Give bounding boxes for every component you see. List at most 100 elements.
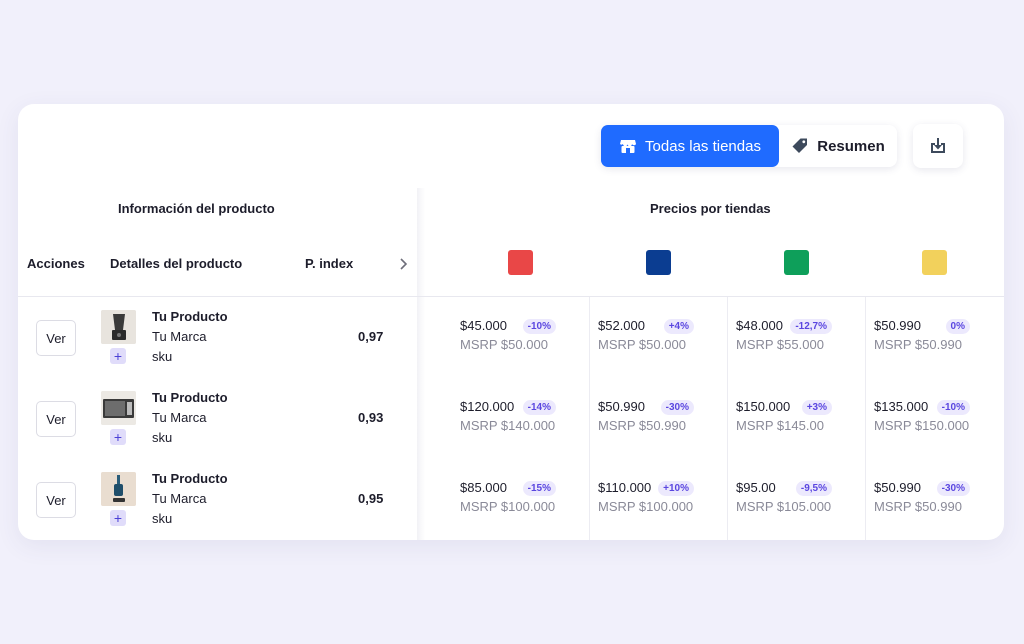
price-cell: $50.990 -30% MSRP $50.990 bbox=[574, 378, 712, 458]
plus-icon[interactable]: + bbox=[110, 510, 126, 526]
price-cell: $50.990 -30% MSRP $50.990 bbox=[850, 459, 988, 539]
table-row: Ver + Tu Producto Tu Marca sku 0,93 bbox=[18, 378, 418, 458]
price-delta-badge: +10% bbox=[658, 481, 694, 496]
store-swatch-red bbox=[508, 250, 533, 275]
vacuum-icon bbox=[101, 472, 136, 506]
price-index: 0,97 bbox=[358, 329, 384, 344]
product-info-section: Información del producto Acciones Detall… bbox=[18, 188, 418, 540]
actions-header: Acciones bbox=[27, 256, 85, 271]
price-delta-badge: 0% bbox=[945, 319, 970, 334]
all-stores-label: Todas las tiendas bbox=[645, 137, 761, 155]
product-name: Tu Producto bbox=[152, 471, 228, 486]
pindex-header: P. index bbox=[305, 256, 354, 271]
price-cell: $135.000 -10% MSRP $150.000 bbox=[850, 378, 988, 458]
view-button[interactable]: Ver bbox=[36, 482, 76, 518]
store-prices-title: Precios por tiendas bbox=[650, 201, 771, 216]
store-swatch-green bbox=[784, 250, 809, 275]
msrp-price: MSRP $145.00 bbox=[736, 418, 824, 433]
product-name: Tu Producto bbox=[152, 390, 228, 405]
plus-icon[interactable]: + bbox=[110, 348, 126, 364]
msrp-price: MSRP $140.000 bbox=[460, 418, 556, 433]
product-brand: Tu Marca bbox=[152, 410, 207, 425]
summary-label: Resumen bbox=[817, 137, 885, 155]
price-delta-badge: -10% bbox=[522, 319, 556, 334]
store-price: $95.00 bbox=[736, 480, 776, 495]
microwave-icon bbox=[101, 391, 136, 425]
price-index: 0,95 bbox=[358, 491, 384, 506]
price-delta-badge: +4% bbox=[663, 319, 694, 334]
msrp-price: MSRP $150.000 bbox=[874, 418, 970, 433]
store-price: $50.990 bbox=[874, 318, 921, 333]
download-button[interactable] bbox=[913, 124, 963, 168]
product-sku: sku bbox=[152, 511, 173, 526]
price-cell: $48.000 -12,7% MSRP $55.000 bbox=[712, 297, 850, 377]
store-price: $50.990 bbox=[598, 399, 645, 414]
price-cell: $120.000 -14% MSRP $140.000 bbox=[436, 378, 574, 458]
store-price: $50.990 bbox=[874, 480, 921, 495]
price-delta-badge: -30% bbox=[936, 481, 970, 496]
product-brand: Tu Marca bbox=[152, 329, 207, 344]
view-button[interactable]: Ver bbox=[36, 401, 76, 437]
product-name: Tu Producto bbox=[152, 309, 228, 324]
store-swatch-yellow bbox=[922, 250, 947, 275]
price-index: 0,93 bbox=[358, 410, 384, 425]
msrp-price: MSRP $100.000 bbox=[460, 499, 556, 514]
price-delta-badge: -12,7% bbox=[790, 319, 832, 334]
product-sku: sku bbox=[152, 349, 173, 364]
msrp-price: MSRP $55.000 bbox=[736, 337, 824, 352]
store-price: $110.000 bbox=[598, 480, 652, 495]
product-details: Tu Producto Tu Marca sku bbox=[152, 388, 228, 448]
column-divider bbox=[727, 297, 728, 540]
price-cell: $45.000 -10% MSRP $50.000 bbox=[436, 297, 574, 377]
product-info-title: Información del producto bbox=[118, 201, 275, 216]
price-cell: $50.990 0% MSRP $50.990 bbox=[850, 297, 988, 377]
all-stores-button[interactable]: Todas las tiendas bbox=[601, 125, 779, 167]
msrp-price: MSRP $50.000 bbox=[460, 337, 548, 352]
product-brand: Tu Marca bbox=[152, 491, 207, 506]
store-price: $120.000 bbox=[460, 399, 515, 414]
store-swatch-blue bbox=[646, 250, 671, 275]
price-cell: $95.00 -9,5% MSRP $105.000 bbox=[712, 459, 850, 539]
product-sku: sku bbox=[152, 430, 173, 445]
msrp-price: MSRP $50.000 bbox=[598, 337, 686, 352]
msrp-price: MSRP $50.990 bbox=[874, 499, 962, 514]
section-divider bbox=[417, 188, 425, 540]
price-cell: $52.000 +4% MSRP $50.000 bbox=[574, 297, 712, 377]
store-price: $150.000 bbox=[736, 399, 791, 414]
store-price: $45.000 bbox=[460, 318, 507, 333]
product-details: Tu Producto Tu Marca sku bbox=[152, 469, 228, 529]
view-toggle: Todas las tiendas Resumen bbox=[601, 125, 897, 167]
column-divider bbox=[589, 297, 590, 540]
store-price: $48.000 bbox=[736, 318, 783, 333]
price-delta-badge: -10% bbox=[936, 400, 970, 415]
price-delta-badge: -9,5% bbox=[795, 481, 832, 496]
blender-icon bbox=[101, 310, 136, 344]
price-delta-badge: +3% bbox=[801, 400, 832, 415]
header-divider bbox=[18, 296, 1004, 297]
product-details: Tu Producto Tu Marca sku bbox=[152, 307, 228, 367]
msrp-price: MSRP $100.000 bbox=[598, 499, 694, 514]
details-header: Detalles del producto bbox=[110, 256, 243, 271]
summary-button[interactable]: Resumen bbox=[779, 125, 897, 167]
plus-icon[interactable]: + bbox=[110, 429, 126, 445]
download-icon bbox=[928, 136, 948, 156]
msrp-price: MSRP $50.990 bbox=[598, 418, 686, 433]
price-delta-badge: -14% bbox=[522, 400, 556, 415]
store-price: $52.000 bbox=[598, 318, 645, 333]
price-delta-badge: -30% bbox=[660, 400, 694, 415]
table-row: Ver + Tu Producto Tu Marca sku 0,95 bbox=[18, 459, 418, 539]
price-cell: $85.000 -15% MSRP $100.000 bbox=[436, 459, 574, 539]
store-price: $85.000 bbox=[460, 480, 507, 495]
price-delta-badge: -15% bbox=[522, 481, 556, 496]
pricing-card: Todas las tiendas Resumen Información de… bbox=[18, 104, 1004, 540]
price-cell: $150.000 +3% MSRP $145.00 bbox=[712, 378, 850, 458]
tag-icon bbox=[791, 137, 809, 155]
msrp-price: MSRP $105.000 bbox=[736, 499, 832, 514]
chevron-right-icon[interactable] bbox=[397, 257, 411, 276]
column-divider bbox=[865, 297, 866, 540]
msrp-price: MSRP $50.990 bbox=[874, 337, 962, 352]
table-row: Ver + Tu Producto Tu Marca sku 0,97 bbox=[18, 297, 418, 377]
store-icon bbox=[619, 137, 637, 155]
view-button[interactable]: Ver bbox=[36, 320, 76, 356]
store-price: $135.000 bbox=[874, 399, 929, 414]
